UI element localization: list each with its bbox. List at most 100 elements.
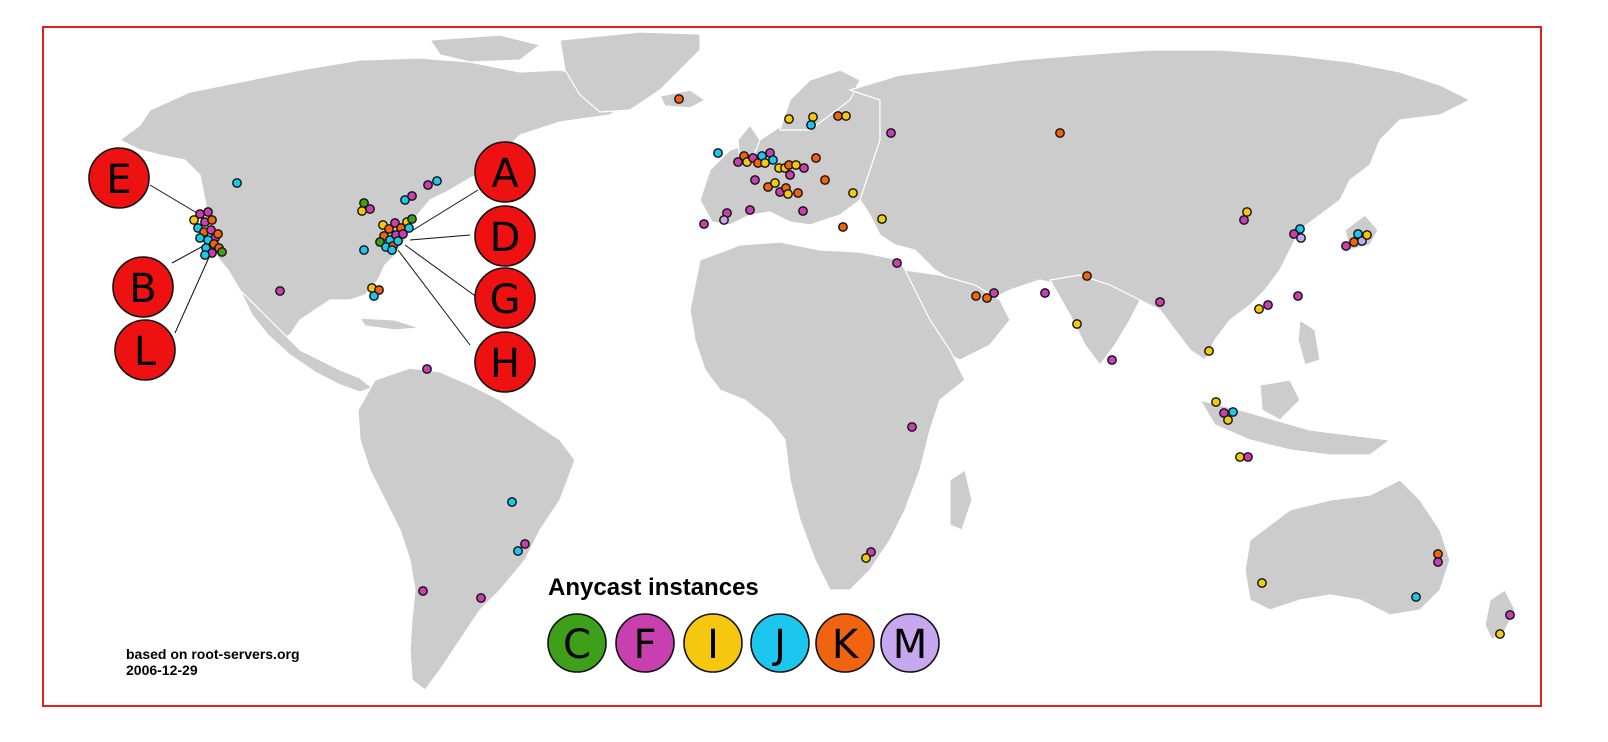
north-america (118, 57, 642, 341)
root-labels: E B L A D G H (88, 141, 536, 393)
svg-text:H: H (490, 341, 520, 387)
instance-dot-i (783, 189, 793, 199)
instance-dot-m (719, 215, 729, 225)
instance-dot-k (1433, 549, 1443, 559)
svg-text:I: I (707, 622, 719, 668)
instance-dot-i (760, 158, 770, 168)
instance-dot-f (1293, 291, 1303, 301)
instance-dot-j (1228, 407, 1238, 417)
instance-dot-i (1257, 578, 1267, 588)
root-label-l: L (114, 319, 176, 381)
root-label-g: G (474, 267, 536, 329)
instance-dot-f (423, 180, 433, 190)
instance-dot-j (432, 176, 442, 186)
instance-dot-k (811, 153, 821, 163)
svg-text:F: F (633, 622, 656, 668)
africa (689, 241, 966, 591)
instance-dot-k (971, 291, 981, 301)
instance-dot-j (359, 245, 369, 255)
instance-dot-i (784, 114, 794, 124)
instance-dot-f (418, 586, 428, 596)
india (1049, 274, 1141, 366)
instance-dot-f (799, 163, 809, 173)
instance-dot-f (398, 229, 408, 239)
instance-dot-f (476, 593, 486, 603)
legend-item-j: J (750, 613, 810, 673)
instance-dot-f (1107, 355, 1117, 365)
source-note: based on root-servers.org 2006-12-29 (126, 646, 300, 678)
legend-item-m: M (880, 613, 940, 673)
instance-dot-f (203, 207, 213, 217)
scandinavia (779, 69, 861, 131)
instance-dot-f (1040, 288, 1050, 298)
instance-dot-k (207, 215, 217, 225)
madagascar (949, 469, 973, 531)
instance-dot-f (1263, 300, 1273, 310)
instance-dot-j (507, 497, 517, 507)
instance-dot-j (806, 120, 816, 130)
instance-dot-i (357, 206, 367, 216)
instance-dot-i (848, 188, 858, 198)
borneo (1259, 379, 1301, 421)
instance-dot-f (407, 191, 417, 201)
instance-dot-j (404, 223, 414, 233)
anycast-instance-dots (189, 94, 1515, 639)
instance-dot-k (833, 111, 843, 121)
instance-dot-f (520, 539, 530, 549)
australia (1244, 479, 1451, 616)
date-line: 2006-12-29 (126, 662, 198, 678)
instance-dot-f (798, 206, 808, 216)
instance-dot-j (195, 233, 205, 243)
instance-dot-f (275, 286, 285, 296)
instance-dot-k (384, 224, 394, 234)
instance-dot-f (699, 219, 709, 229)
svg-text:K: K (832, 622, 860, 668)
instance-dot-i (1242, 207, 1252, 217)
instance-dot-f (1243, 452, 1253, 462)
instance-dot-f (1155, 297, 1165, 307)
instance-dot-c (217, 247, 227, 257)
instance-dot-k (793, 188, 803, 198)
new-zealand (1484, 589, 1516, 641)
instance-dot-i (1223, 415, 1233, 425)
svg-text:C: C (563, 622, 591, 668)
philippines (1297, 318, 1321, 366)
instance-dot-f (750, 175, 760, 185)
instance-dot-i (1495, 629, 1505, 639)
land-masses (118, 31, 1516, 691)
instance-dot-i (1211, 397, 1221, 407)
instance-dot-k (1082, 271, 1092, 281)
instance-dot-f (1433, 557, 1443, 567)
instance-dot-i (1204, 346, 1214, 356)
instance-dot-i (1254, 304, 1264, 314)
instance-dot-f (745, 205, 755, 215)
instance-dot-f (365, 204, 375, 214)
legend-item-i: I (683, 613, 743, 673)
instance-dot-f (907, 422, 917, 432)
root-label-e: E (88, 147, 150, 209)
instance-dot-i (861, 553, 871, 563)
instance-dot-c (407, 214, 417, 224)
arctic-islands (428, 34, 542, 63)
source-line: based on root-servers.org (126, 646, 300, 662)
instance-dot-k (820, 175, 830, 185)
root-label-b: B (112, 256, 174, 318)
root-label-d: D (474, 205, 536, 267)
indonesia (1198, 399, 1392, 456)
legend: C F I J K M (547, 613, 940, 673)
instance-dot-f (989, 288, 999, 298)
svg-text:E: E (106, 157, 131, 203)
instance-dot-i (1235, 452, 1245, 462)
legend-title: Anycast instances (548, 574, 759, 601)
root-label-a: A (474, 141, 536, 203)
instance-dot-j (369, 291, 379, 301)
svg-text:D: D (490, 215, 521, 261)
svg-text:J: J (771, 622, 786, 668)
instance-dot-i (770, 178, 780, 188)
legend-item-f: F (615, 613, 675, 673)
instance-dot-i (841, 111, 851, 121)
instance-dot-i (189, 215, 199, 225)
instance-dot-f (1505, 610, 1515, 620)
instance-dot-k (982, 293, 992, 303)
